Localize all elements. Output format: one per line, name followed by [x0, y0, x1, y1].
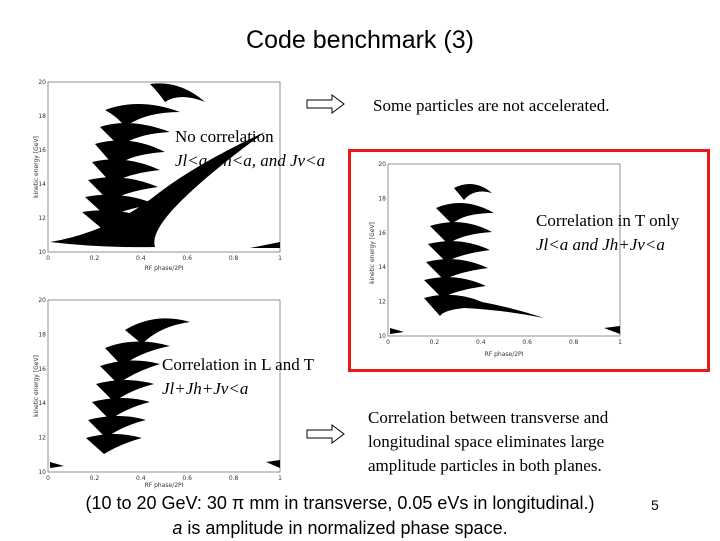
footer-line-1: (10 to 20 GeV: 30 π mm in transverse, 0.… [85, 493, 595, 513]
x-tick-label: 0 [386, 339, 390, 346]
y-tick-label: 12 [38, 435, 46, 442]
y-tick-label: 12 [38, 215, 46, 222]
y-tick-label: 10 [38, 469, 46, 476]
page-number: 5 [651, 497, 659, 513]
x-tick-label: 0 [46, 255, 50, 262]
x-tick-label: 1 [278, 475, 282, 482]
x-axis-label: RF phase/2PI [145, 482, 184, 489]
x-axis-label: RF phase/2PI [485, 351, 524, 358]
y-tick-label: 20 [38, 79, 46, 86]
y-tick-label: 18 [38, 113, 46, 120]
y-tick-label: 10 [378, 333, 386, 340]
x-tick-label: 0.6 [522, 339, 532, 346]
note-correlation-lt-title: Correlation in L and T [162, 355, 315, 374]
y-tick-label: 16 [378, 230, 386, 237]
x-tick-label: 0.2 [90, 255, 100, 262]
x-tick-label: 0.2 [90, 475, 100, 482]
x-tick-label: 0.4 [136, 475, 146, 482]
phase-space-plot-correlation-lt: 10 12 14 16 18 20 0 0.2 0.4 0.6 0.8 1 kinetic energ… [33, 297, 282, 489]
note-not-accelerated: Some particles are not accelerated. [373, 96, 610, 115]
x-tick-label: 0.2 [430, 339, 440, 346]
note-correlation-lt-formula: Jl+Jh+Jv<a [162, 379, 249, 398]
y-tick-label: 14 [38, 400, 46, 407]
x-axis-label: RF phase/2PI [145, 265, 184, 272]
footer-line-2: a is amplitude in normalized phase space… [40, 516, 640, 541]
x-tick-label: 0 [46, 475, 50, 482]
highlight-box [348, 149, 710, 372]
y-tick-label: 16 [38, 147, 46, 154]
x-tick-label: 0.8 [229, 475, 239, 482]
note-no-correlation-formula: Jl<a, Jh<a, and Jv<a [175, 151, 326, 170]
page-title: Code benchmark (3) [246, 26, 474, 54]
note-correlation-t-formula: Jl<a and Jh+Jv<a [536, 235, 665, 254]
note-conclusion-line1: Correlation between transverse and [368, 408, 609, 427]
y-tick-label: 14 [38, 181, 46, 188]
note-no-correlation-title: No correlation [175, 127, 274, 146]
y-tick-label: 20 [38, 297, 46, 304]
note-correlation-t-title: Correlation in T only [536, 211, 680, 230]
x-tick-label: 0.4 [476, 339, 486, 346]
y-tick-label: 12 [378, 299, 386, 306]
y-tick-label: 20 [378, 161, 386, 168]
footer-line-2-text: is amplitude in normalized phase space. [182, 518, 508, 538]
note-conclusion-line2: longitudinal space eliminates large [368, 432, 605, 451]
y-tick-label: 16 [38, 366, 46, 373]
footer-amplitude-symbol: a [172, 518, 183, 538]
x-tick-label: 0.8 [569, 339, 579, 346]
right-arrow-icon [306, 94, 345, 114]
particle-distribution [50, 83, 280, 248]
y-tick-label: 14 [378, 264, 386, 271]
phase-space-plot-no-correlation: 10 12 14 16 18 20 0 0.2 0.4 0.6 0.8 1 kinetic energ… [33, 79, 282, 272]
x-tick-label: 0.6 [182, 255, 192, 262]
x-tick-label: 0.4 [136, 255, 146, 262]
y-axis-label: kinetic energy [GeV] [33, 136, 40, 198]
note-conclusion-line3: amplitude particles in both planes. [368, 456, 602, 475]
y-tick-label: 18 [378, 195, 386, 202]
x-tick-label: 0.6 [182, 475, 192, 482]
particle-distribution [390, 184, 620, 334]
phase-space-plot-correlation-t: 10 12 14 16 18 20 0 0.2 0.4 0.6 0.8 1 kinetic energ… [369, 161, 622, 358]
y-axis-label: kinetic energy [GeV] [33, 355, 40, 417]
right-arrow-icon [306, 424, 345, 444]
x-tick-label: 0.8 [229, 255, 239, 262]
particle-distribution [50, 318, 280, 468]
y-tick-label: 18 [38, 331, 46, 338]
y-axis-label: kinetic energy [GeV] [369, 222, 376, 284]
y-tick-label: 10 [38, 249, 46, 256]
x-tick-label: 1 [618, 339, 622, 346]
x-tick-label: 1 [278, 255, 282, 262]
